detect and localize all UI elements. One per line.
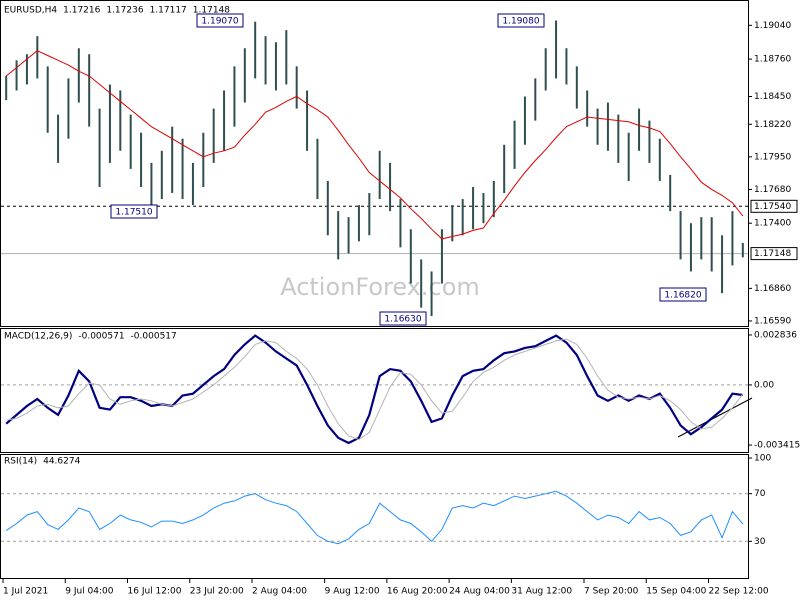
annotation-box: [196, 13, 244, 28]
trendline: [677, 397, 753, 438]
x-tick-label: 2 Aug 04:00: [252, 587, 307, 597]
y-tick-label: 1.18220: [754, 120, 791, 130]
annotation-label: 1.16630: [384, 315, 421, 325]
y-tick-label: 1.18450: [754, 92, 791, 102]
y-tick-label: 30: [754, 537, 766, 547]
price-header-value: 1.17117: [150, 6, 187, 16]
y-tick-label: 100: [754, 454, 771, 464]
indicator-value: -0.000571: [78, 332, 124, 342]
annotation-box: [379, 311, 427, 326]
y-tick-label: 1.17680: [754, 185, 791, 195]
indicator-line: [6, 338, 744, 441]
x-tick-label: 7 Sep 20:00: [584, 587, 639, 597]
annotation-label: 1.17510: [115, 208, 152, 218]
x-tick-label: 9 Aug 12:00: [325, 587, 380, 597]
price-header-value: 1.17236: [106, 6, 143, 16]
y-tick-label: 0.002836: [754, 330, 797, 340]
y-tick-label: -0.003415: [754, 441, 800, 451]
x-tick-label: 24 Aug 04:00: [449, 587, 510, 597]
price-level-label: 1.17540: [754, 202, 791, 212]
price-level-box: [750, 199, 798, 213]
x-tick-label: 9 Jul 04:00: [65, 587, 114, 597]
moving-average: [5, 50, 744, 240]
y-tick-label: 0.00: [754, 380, 774, 390]
price-level-label: 1.17148: [754, 249, 791, 259]
y-tick-label: 1.16590: [754, 316, 791, 326]
price-header-value: 1.17216: [63, 6, 100, 16]
macd-panel-frame: [0, 328, 749, 453]
indicator-title: MACD(12,26,9): [4, 332, 72, 342]
x-tick-label: 22 Sep 12:00: [709, 587, 769, 597]
indicator-value: 44.6274: [43, 457, 80, 467]
x-tick-label: 1 Jul 2021: [3, 587, 48, 597]
x-tick-label: 15 Sep 04:00: [646, 587, 706, 597]
x-tick-label: 16 Jul 12:00: [128, 587, 182, 597]
x-tick-label: 23 Jul 20:00: [190, 587, 244, 597]
price-header-value: 1.17148: [193, 6, 230, 16]
price-title: EURUSD,H4: [4, 6, 57, 16]
y-tick-label: 1.16860: [754, 284, 791, 294]
y-tick-label: 70: [754, 489, 766, 499]
rsi-panel-frame: [0, 454, 749, 579]
annotation-box: [659, 287, 707, 302]
indicator-line: [5, 334, 743, 445]
indicator-line: [5, 490, 744, 545]
annotation-box: [497, 13, 545, 28]
y-tick-label: 1.19040: [754, 21, 791, 31]
annotation-label: 1.19070: [201, 17, 238, 27]
y-tick-label: 1.17400: [754, 219, 791, 229]
indicator-value: -0.000517: [131, 332, 177, 342]
annotation-label: 1.16820: [664, 291, 701, 301]
annotation-label: 1.19080: [502, 17, 539, 27]
y-tick-label: 1.17950: [754, 152, 791, 162]
watermark: ActionForex.com: [280, 273, 480, 301]
x-tick-label: 31 Aug 12:00: [511, 587, 572, 597]
annotation-box: [110, 204, 158, 219]
price-level-box: [750, 247, 798, 261]
indicator-title: RSI(14): [4, 457, 37, 467]
x-tick-label: 16 Aug 20:00: [387, 587, 448, 597]
y-tick-label: 1.18760: [754, 55, 791, 65]
price-panel-frame: [0, 0, 749, 327]
